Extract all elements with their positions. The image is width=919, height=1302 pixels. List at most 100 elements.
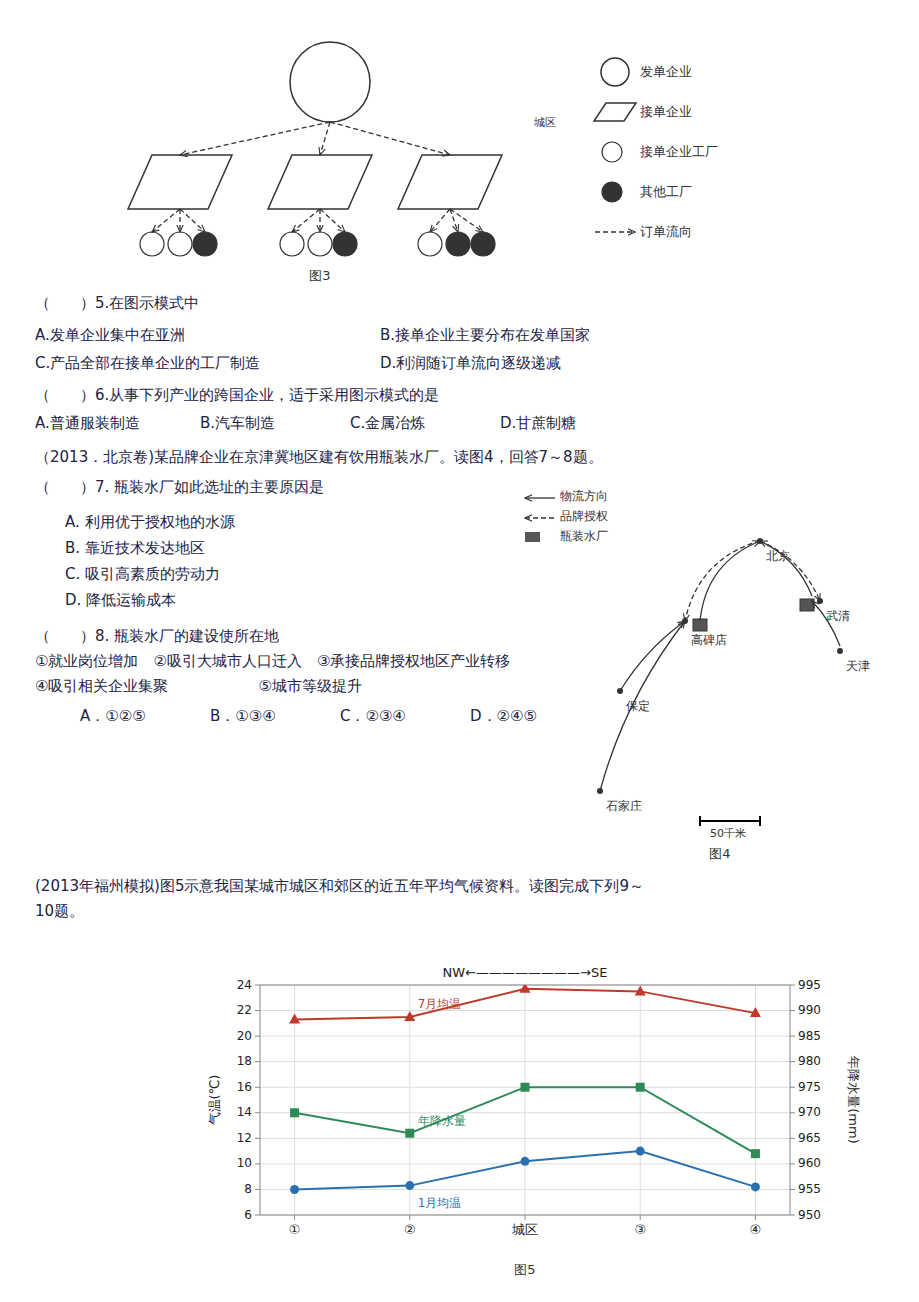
arrow xyxy=(152,209,180,232)
tick-label: 16 xyxy=(237,1080,252,1094)
tick-label: 980 xyxy=(798,1054,821,1068)
bottling-plant xyxy=(800,599,814,611)
marker xyxy=(404,1011,415,1021)
figure-5: 6810121416182022249509559609659709759809… xyxy=(207,965,861,1237)
tick xyxy=(790,1215,795,1216)
tick xyxy=(525,1215,526,1220)
annotation: 订单流向 xyxy=(640,224,692,239)
arrow xyxy=(320,209,345,232)
annotation: （ ）8. 瓶装水厂的建设使所在地 xyxy=(35,627,279,645)
tick xyxy=(790,1061,795,1062)
tick xyxy=(255,1036,260,1037)
series-label: 年降水量 xyxy=(418,1114,466,1128)
arrow xyxy=(700,541,760,621)
arrow xyxy=(812,601,840,646)
axes: 6810121416182022249509559609659709759809… xyxy=(237,978,821,1237)
marker xyxy=(751,1149,760,1158)
tick-label: 22 xyxy=(237,1003,252,1017)
tick xyxy=(790,1163,795,1164)
tick xyxy=(755,1215,756,1220)
scale-bar xyxy=(700,816,760,826)
tick-label: ③ xyxy=(634,1222,646,1237)
tick-label: 城区 xyxy=(511,1222,538,1237)
page: 发单企业接单企业接单企业工厂其他工厂订单流向图3城区（ ）5.在图示模式中A.发… xyxy=(0,0,919,1302)
annotation: 物流方向 xyxy=(560,489,608,503)
tick xyxy=(790,1112,795,1113)
annotation: 图4 xyxy=(709,846,730,861)
annotation: 其他工厂 xyxy=(640,184,692,199)
tick-label: 995 xyxy=(798,978,821,992)
marker xyxy=(290,1185,299,1194)
marker xyxy=(751,1182,760,1191)
tick-label: ④ xyxy=(750,1222,762,1237)
annotation: C.金属冶炼 xyxy=(350,414,425,432)
tick-label: 8 xyxy=(244,1182,252,1196)
tick xyxy=(790,985,795,986)
marker xyxy=(635,985,646,995)
tick-label: 18 xyxy=(237,1054,252,1068)
contractor-factory xyxy=(168,232,192,256)
tick xyxy=(790,1087,795,1088)
tick-label: 970 xyxy=(798,1105,821,1119)
tick-label: 12 xyxy=(237,1131,252,1145)
annotation: （ ）6.从事下列产业的跨国企业，适于采用图示模式的是 xyxy=(35,386,439,404)
grid-line xyxy=(525,985,526,1215)
arrow xyxy=(685,541,760,621)
tick xyxy=(409,1215,410,1220)
chart-title: NW←————————→SE xyxy=(443,965,608,980)
annotation: 发单企业 xyxy=(640,64,692,79)
tick xyxy=(640,1215,641,1220)
tick xyxy=(790,1189,795,1190)
tick-label: 14 xyxy=(237,1105,252,1119)
other-factory xyxy=(333,232,357,256)
other-factory xyxy=(193,232,217,256)
grid xyxy=(260,985,790,1215)
marker xyxy=(636,1147,645,1156)
arrow xyxy=(450,209,458,232)
axis-label: 气温(℃) xyxy=(207,1075,222,1126)
annotation: B.汽车制造 xyxy=(200,414,275,432)
annotation: B．①③④ xyxy=(210,707,276,725)
background xyxy=(0,0,919,1302)
marker xyxy=(521,1157,530,1166)
other-factory xyxy=(446,232,470,256)
tick xyxy=(255,1061,260,1062)
annotation: A.发单企业集中在亚洲 xyxy=(35,326,185,344)
series-line xyxy=(295,989,756,1020)
data xyxy=(289,985,761,1194)
tick-label: 990 xyxy=(798,1003,821,1017)
tick-label: ② xyxy=(404,1222,416,1237)
legend-symbol xyxy=(602,182,622,202)
annotation: 图3 xyxy=(309,268,330,283)
arrow xyxy=(760,541,820,601)
arrow xyxy=(450,209,483,232)
tick-label: 20 xyxy=(237,1029,252,1043)
tick-label: 965 xyxy=(798,1131,821,1145)
tick xyxy=(790,1138,795,1139)
annotation: A. 利用优于授权地的水源 xyxy=(65,513,235,531)
city-dot xyxy=(817,598,823,604)
marker xyxy=(405,1129,414,1138)
contractor xyxy=(398,155,502,209)
plot-area xyxy=(260,985,790,1215)
tick xyxy=(255,1087,260,1088)
annotation: （ ）7. 瓶装水厂如此选址的主要原因是 xyxy=(35,478,324,496)
arrow xyxy=(525,497,555,498)
marker xyxy=(289,1014,300,1024)
annotation: ①就业岗位增加 ②吸引大城市人口迁入 ③承接品牌授权地区产业转移 xyxy=(35,652,510,670)
tick-label: 960 xyxy=(798,1156,821,1170)
other-factory xyxy=(471,232,495,256)
figure-3 xyxy=(128,42,636,256)
marker xyxy=(520,985,531,993)
arrow xyxy=(319,209,320,232)
contractor-factory xyxy=(140,232,164,256)
tick xyxy=(255,1163,260,1164)
tick xyxy=(255,1189,260,1190)
annotation: D．②④⑤ xyxy=(470,707,537,725)
tick xyxy=(255,1215,260,1216)
annotation: 10题。 xyxy=(35,902,84,920)
annotation: B.接单企业主要分布在发单国家 xyxy=(380,326,590,344)
legend-symbol xyxy=(594,103,636,121)
tick-label: 975 xyxy=(798,1080,821,1094)
legend-symbol xyxy=(601,58,629,86)
